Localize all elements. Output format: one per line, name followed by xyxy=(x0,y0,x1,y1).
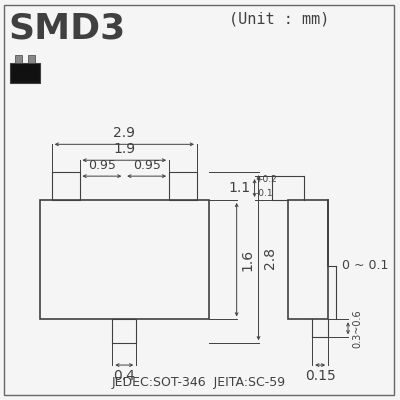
Text: 0.4: 0.4 xyxy=(113,369,135,383)
Bar xyxy=(28,55,35,63)
Bar xyxy=(112,319,136,343)
Bar xyxy=(10,63,40,83)
Text: SMD3: SMD3 xyxy=(8,11,125,45)
Text: -0.1: -0.1 xyxy=(256,189,273,198)
Bar xyxy=(52,172,80,200)
Text: 1.1: 1.1 xyxy=(228,181,250,195)
Text: 1.9: 1.9 xyxy=(113,142,135,156)
Bar xyxy=(40,200,209,319)
Bar xyxy=(288,200,328,319)
Text: 0.95: 0.95 xyxy=(133,159,161,172)
Bar xyxy=(169,172,197,200)
Text: 2.9: 2.9 xyxy=(113,126,135,140)
Text: JEDEC:SOT-346  JEITA:SC-59: JEDEC:SOT-346 JEITA:SC-59 xyxy=(112,376,286,389)
Text: 0.15: 0.15 xyxy=(305,369,336,383)
Text: 0.95: 0.95 xyxy=(88,159,116,172)
Bar xyxy=(15,55,22,63)
Text: +0.2: +0.2 xyxy=(256,175,277,184)
Text: 0 ~ 0.1: 0 ~ 0.1 xyxy=(342,259,388,272)
Text: 0.3~0.6: 0.3~0.6 xyxy=(352,309,362,348)
Text: (Unit : mm): (Unit : mm) xyxy=(229,11,329,26)
Text: 2.8: 2.8 xyxy=(262,247,276,269)
Text: 1.6: 1.6 xyxy=(241,248,255,271)
